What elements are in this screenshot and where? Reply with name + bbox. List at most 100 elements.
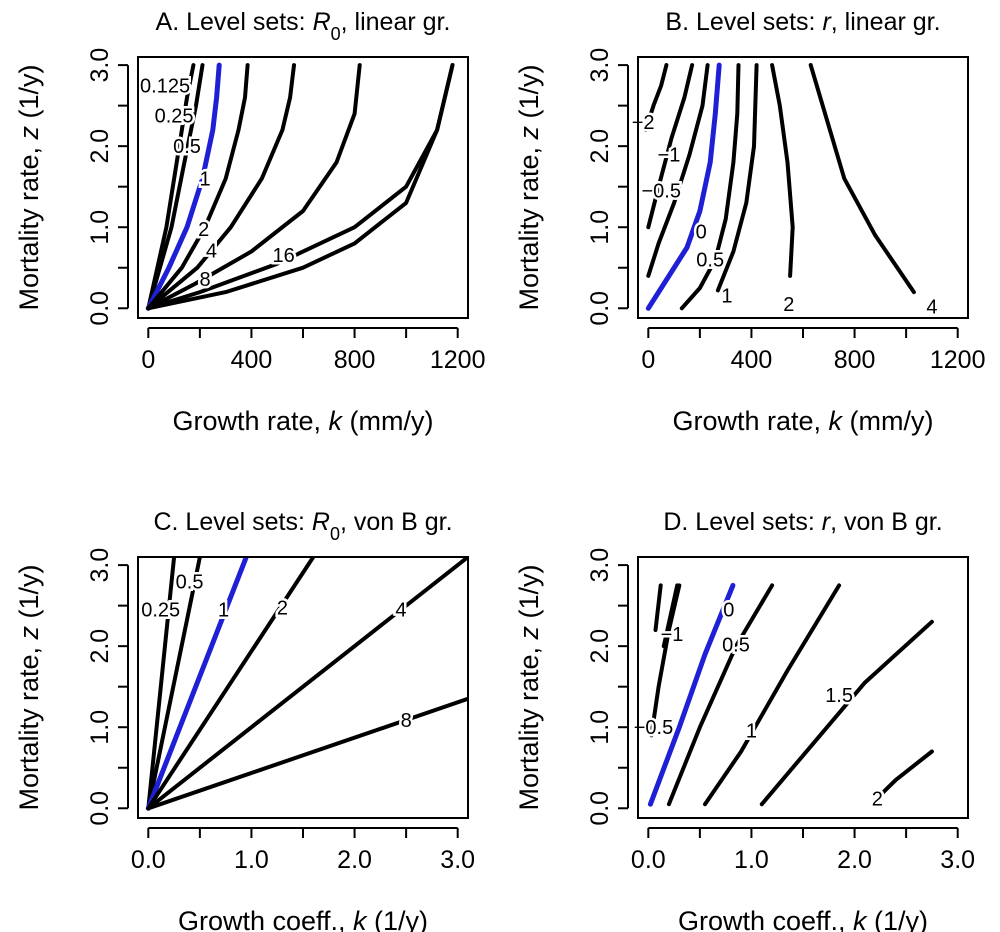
y-axis-title: Mortality rate, z (1/y) bbox=[14, 64, 44, 310]
ylabel-text: Mortality rate, bbox=[514, 139, 544, 310]
contour-line-highlight bbox=[145, 62, 222, 311]
y-tick-label: 3.0 bbox=[586, 548, 614, 583]
contour-line bbox=[146, 557, 316, 811]
x-tick-label: 3.0 bbox=[940, 846, 975, 874]
x-tick-label: 800 bbox=[334, 346, 376, 374]
ylabel-text-end: (1/y) bbox=[14, 564, 44, 626]
contour-line bbox=[146, 63, 196, 311]
title-text-end: , von B gr. bbox=[830, 508, 943, 536]
xlabel-text-end: (1/y) bbox=[867, 906, 929, 932]
contour-line bbox=[715, 63, 759, 293]
y-tick-label: 0.0 bbox=[86, 791, 114, 826]
contour-line bbox=[146, 557, 468, 811]
title-text: D. Level sets: bbox=[663, 508, 821, 536]
panel-title: B. Level sets: r, linear gr. bbox=[665, 8, 940, 36]
y-tick-label: 0.0 bbox=[86, 291, 114, 326]
x-axis-title: Growth coeff., k (1/y) bbox=[178, 906, 428, 932]
x-axis-title: Growth rate, k (mm/y) bbox=[172, 406, 433, 436]
xlabel-symbol: k bbox=[853, 906, 868, 932]
contour-line bbox=[646, 63, 695, 230]
contour-label: 1 bbox=[721, 285, 732, 307]
title-symbol: r bbox=[822, 508, 832, 536]
contour-line-highlight bbox=[647, 582, 736, 807]
contour-lines bbox=[647, 582, 934, 807]
plot-frame bbox=[637, 56, 969, 319]
contour-label: 0.25 bbox=[155, 105, 194, 127]
x-tick-label: 400 bbox=[231, 346, 273, 374]
contour-line bbox=[146, 63, 296, 311]
x-tick-label: 1200 bbox=[930, 346, 986, 374]
contour-line bbox=[649, 583, 682, 738]
contour-line bbox=[646, 63, 710, 278]
contour-lines bbox=[145, 557, 468, 811]
ylabel-text-end: (1/y) bbox=[514, 64, 544, 126]
ylabel-text: Mortality rate, bbox=[514, 639, 544, 810]
ylabel-text-end: (1/y) bbox=[14, 64, 44, 126]
x-axis-title: Growth rate, k (mm/y) bbox=[672, 406, 933, 436]
contour-label: 1 bbox=[199, 169, 210, 191]
ylabel-symbol: z bbox=[14, 125, 44, 140]
contour-line bbox=[759, 619, 934, 807]
y-tick-label: 1.0 bbox=[586, 210, 614, 245]
title-text: A. Level sets: bbox=[156, 8, 313, 36]
title-symbol: R bbox=[312, 508, 330, 536]
contour-label: 2 bbox=[198, 219, 209, 241]
contour-label: 8 bbox=[401, 710, 412, 732]
contour-label: 4 bbox=[395, 600, 406, 622]
contour-label: 0.5 bbox=[722, 635, 750, 657]
y-tick-label: 1.0 bbox=[86, 710, 114, 745]
ylabel-symbol: z bbox=[514, 625, 544, 640]
contour-label: 2 bbox=[277, 597, 288, 619]
contour-line bbox=[873, 749, 934, 803]
contour-line bbox=[146, 557, 177, 811]
contour-label: −0.5 bbox=[641, 181, 680, 203]
xlabel-text-end: (mm/y) bbox=[342, 406, 433, 436]
contour-label: −2 bbox=[632, 112, 655, 134]
contour-label: 0.5 bbox=[176, 571, 204, 593]
contour-line bbox=[770, 63, 795, 278]
contour-label: 0.5 bbox=[173, 136, 201, 158]
x-tick-label: 3.0 bbox=[440, 846, 475, 874]
panel-1: −2−1 −0.5 0 0.5 1 2 4 0 400 800 1200 0.0 1.0 2.0 3.0 B.… bbox=[514, 8, 986, 436]
panel-0: 0.125 0.25 0.5 1 24 8 16 0 400 800 1200 0.0 1.0 2.0 3.… bbox=[14, 8, 486, 436]
panel-3: −1 −0.5 0 0.5 1 1.5 2 0.0 1.0 2.0 3.0 0.0 1.0 2.0 3.0 D… bbox=[514, 508, 975, 932]
contour-line bbox=[146, 63, 362, 311]
title-symbol: R bbox=[313, 8, 331, 36]
panel-2: 0.25 0.5 1 2 4 8 0.0 1.0 2.0 3.0 0.0 1.0 2.0 3.0 C. Le… bbox=[14, 508, 475, 932]
y-tick-label: 3.0 bbox=[586, 48, 614, 83]
contour-line bbox=[643, 63, 669, 132]
contour-label: 1.5 bbox=[825, 685, 853, 707]
y-tick-label: 2.0 bbox=[86, 129, 114, 164]
title-text-end: , linear gr. bbox=[831, 8, 941, 36]
contour-line bbox=[703, 583, 842, 807]
ylabel-text-end: (1/y) bbox=[514, 564, 544, 626]
plot-frame bbox=[137, 556, 469, 819]
contour-label: 1 bbox=[746, 720, 757, 742]
x-tick-label: 0.0 bbox=[131, 846, 166, 874]
panel-title: C. Level sets: R0, von B gr. bbox=[153, 508, 452, 544]
contour-label: 2 bbox=[872, 789, 883, 811]
y-tick-label: 2.0 bbox=[586, 129, 614, 164]
ylabel-symbol: z bbox=[514, 125, 544, 140]
x-tick-label: 2.0 bbox=[337, 846, 372, 874]
title-symbol: r bbox=[822, 8, 832, 36]
x-tick-label: 0 bbox=[641, 346, 655, 374]
y-tick-label: 0.0 bbox=[586, 291, 614, 326]
panel-title: D. Level sets: r, von B gr. bbox=[663, 508, 942, 536]
x-tick-label: 1.0 bbox=[234, 846, 269, 874]
contour-label: 0 bbox=[723, 600, 734, 622]
contour-line-highlight bbox=[645, 62, 722, 311]
title-text: C. Level sets: bbox=[153, 508, 311, 536]
contour-lines bbox=[643, 62, 916, 311]
title-text-end: , von B gr. bbox=[340, 508, 453, 536]
contour-label: −0.5 bbox=[634, 717, 673, 739]
x-tick-label: 0.0 bbox=[631, 846, 666, 874]
contour-line bbox=[146, 557, 202, 811]
contour-line bbox=[666, 583, 775, 807]
y-tick-label: 0.0 bbox=[586, 791, 614, 826]
xlabel-symbol: k bbox=[329, 406, 344, 436]
contour-line bbox=[653, 583, 663, 632]
xlabel-text: Growth coeff., bbox=[178, 906, 353, 932]
x-tick-label: 1200 bbox=[430, 346, 486, 374]
